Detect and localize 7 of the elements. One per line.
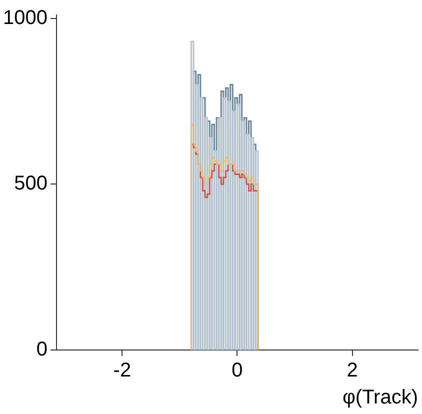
x-tick-label: 2 [346,360,358,382]
y-tick-label: 1000 [2,6,48,29]
x-axis-title: φ(Track) [342,386,418,409]
y-tick-label: 0 [36,338,48,361]
y-tick-label: 500 [14,172,48,195]
x-tick-label: 0 [232,360,243,382]
x-tick-label: -2 [113,360,132,382]
